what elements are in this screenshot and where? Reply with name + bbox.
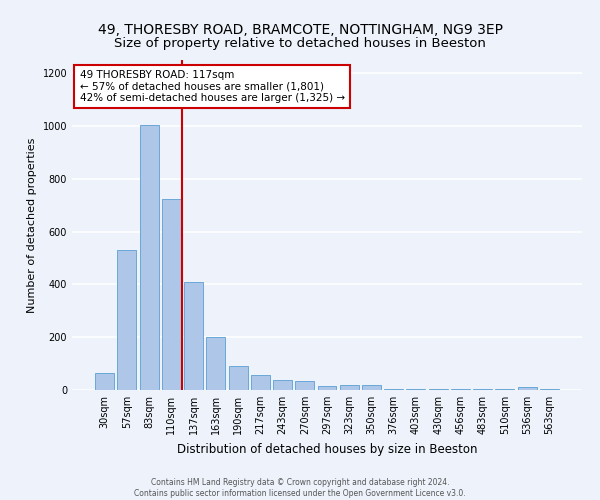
Bar: [206, 337, 225, 390]
Bar: [273, 380, 292, 390]
Bar: [340, 384, 359, 390]
Bar: [95, 373, 114, 390]
Text: 49, THORESBY ROAD, BRAMCOTE, NOTTINGHAM, NG9 3EP: 49, THORESBY ROAD, BRAMCOTE, NOTTINGHAM,…: [97, 22, 503, 36]
Bar: [518, 388, 536, 390]
Bar: [118, 250, 136, 390]
Text: Contains HM Land Registry data © Crown copyright and database right 2024.
Contai: Contains HM Land Registry data © Crown c…: [134, 478, 466, 498]
Bar: [295, 382, 314, 390]
Bar: [317, 386, 337, 390]
Bar: [162, 198, 181, 390]
X-axis label: Distribution of detached houses by size in Beeston: Distribution of detached houses by size …: [177, 442, 477, 456]
Bar: [140, 124, 158, 390]
Bar: [229, 366, 248, 390]
Text: Size of property relative to detached houses in Beeston: Size of property relative to detached ho…: [114, 38, 486, 51]
Bar: [362, 385, 381, 390]
Y-axis label: Number of detached properties: Number of detached properties: [27, 138, 37, 312]
Bar: [184, 282, 203, 390]
Text: 49 THORESBY ROAD: 117sqm
← 57% of detached houses are smaller (1,801)
42% of sem: 49 THORESBY ROAD: 117sqm ← 57% of detach…: [80, 70, 345, 103]
Bar: [251, 375, 270, 390]
